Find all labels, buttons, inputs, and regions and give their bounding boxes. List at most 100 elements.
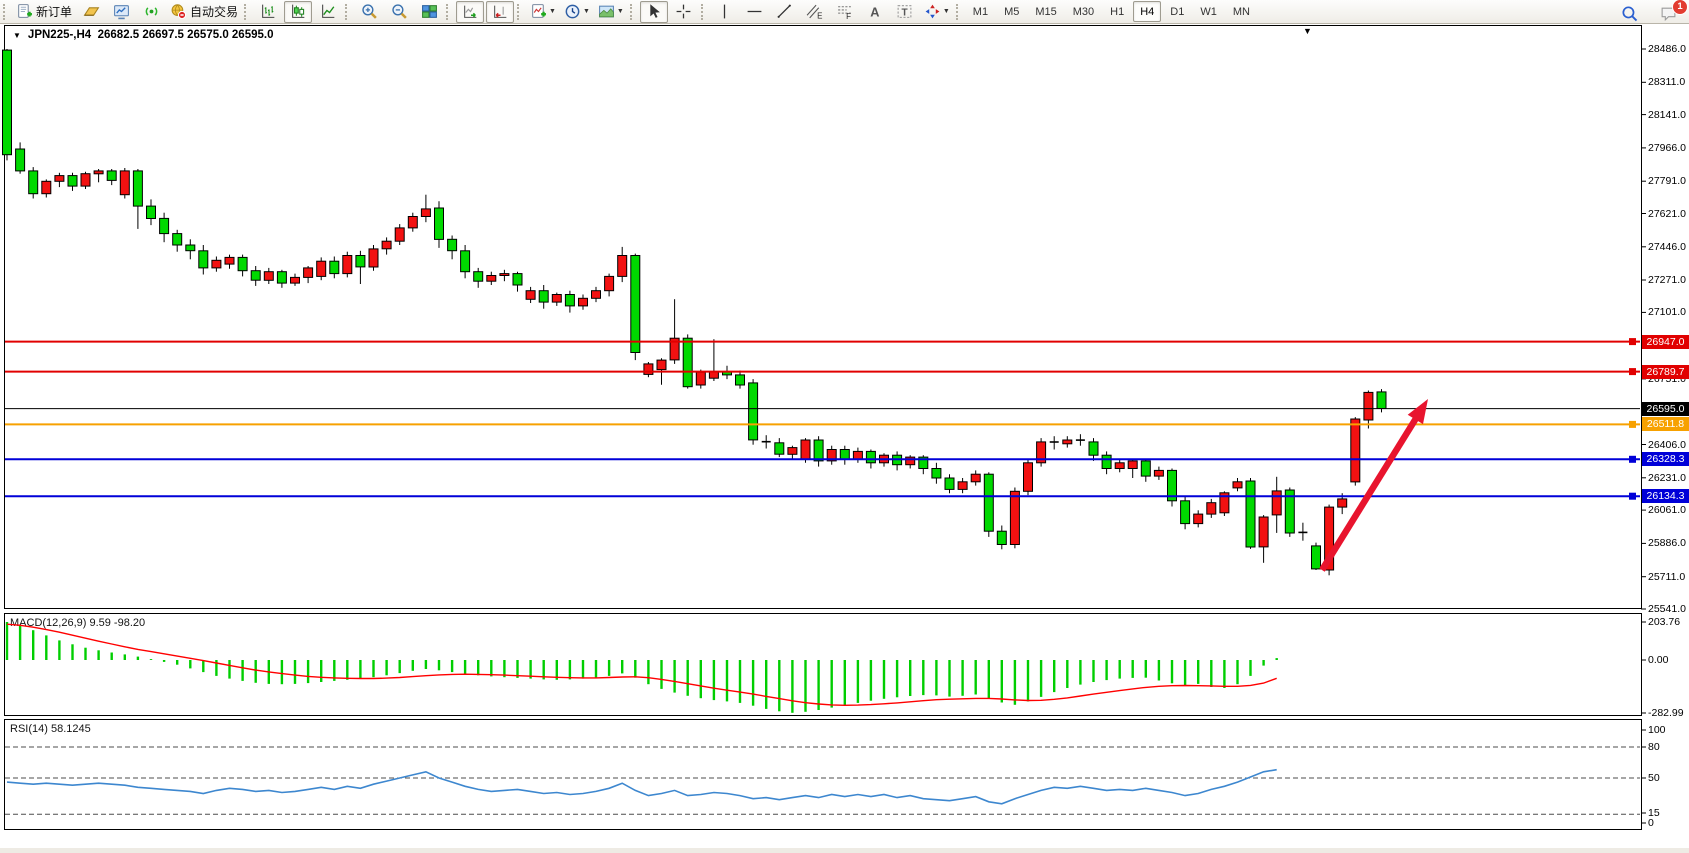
search-icon [1621, 5, 1638, 22]
price-axis-label: 26406.0 [1648, 438, 1686, 451]
zoom-out-icon [391, 3, 408, 20]
timeframe-group: M1 M5 M15 M30 H1 H4 D1 W1 MN [965, 0, 1258, 24]
toolbar-right: 1 [1614, 0, 1688, 24]
text-label-icon: T [896, 3, 913, 20]
price-line-badge: 26595.0 [1642, 401, 1689, 416]
auto-scroll-button[interactable] [456, 0, 485, 23]
new-order-icon [16, 3, 33, 20]
candlestick-mode-icon [290, 3, 307, 20]
chart-menu-icon[interactable]: ▼ [13, 31, 21, 40]
macd-panel[interactable]: MACD(12,26,9) 9.59 -98.20 [4, 613, 1642, 716]
price-line-badge[interactable]: 26134.3 [1642, 489, 1689, 504]
main-chart-panel[interactable]: ▼ JPN225-,H4 26682.5 26697.5 26575.0 2659… [4, 25, 1642, 609]
bar-chart-mode-icon [260, 3, 277, 20]
rsi-axis-label: 50 [1648, 772, 1660, 784]
svg-text:F: F [846, 12, 851, 20]
zoom-in-button[interactable] [355, 1, 383, 23]
signals-icon [143, 3, 160, 20]
price-line-badge[interactable]: 26511.8 [1642, 417, 1689, 432]
svg-text:T: T [902, 8, 909, 19]
data-window-button[interactable] [107, 1, 135, 23]
chart-shift-button[interactable] [486, 0, 515, 23]
timeframe-m15-button[interactable]: M15 [1035, 5, 1057, 18]
crosshair-button[interactable] [670, 1, 698, 23]
trend-line-button[interactable] [771, 1, 799, 23]
text-label-button[interactable]: T [891, 1, 919, 23]
equidistant-channel-button[interactable]: E [801, 1, 829, 23]
price-axis-label: 28486.0 [1648, 43, 1686, 55]
line-chart-mode-button[interactable] [314, 1, 342, 23]
text-icon: A [866, 3, 883, 20]
price-axis-label: 28141.0 [1648, 108, 1686, 121]
price-axis-label: 27791.0 [1648, 175, 1686, 188]
rsi-axis-label: 15 [1648, 807, 1660, 819]
price-line-badge[interactable]: 26947.0 [1642, 334, 1689, 349]
tile-windows-button[interactable] [415, 1, 443, 23]
timeframe-m30-button[interactable]: M30 [1072, 5, 1095, 18]
chevron-down-icon[interactable]: ▼ [549, 8, 556, 15]
chevron-down-icon[interactable]: ▼ [616, 8, 624, 15]
price-axis-label: 25711.0 [1648, 570, 1686, 583]
auto-scroll-icon [462, 3, 479, 20]
candlestick-mode-button[interactable] [284, 0, 313, 23]
toolbar-grip [955, 3, 962, 20]
time-axis[interactable] [0, 830, 1689, 848]
notifications-button[interactable]: 1 [1654, 0, 1688, 24]
price-line-badge[interactable]: 26789.7 [1642, 364, 1689, 379]
timeframe-d1-button[interactable]: D1 [1170, 5, 1185, 18]
price-axis-label: 26231.0 [1648, 471, 1686, 484]
arrows-button[interactable]: ▼ [921, 1, 953, 23]
timeframe-mn-button[interactable]: MN [1232, 5, 1250, 18]
timeframe-m1-button[interactable]: M1 [972, 5, 989, 18]
horizontal-line-button[interactable] [741, 1, 769, 23]
timeframe-w1-button[interactable]: W1 [1200, 5, 1217, 18]
price-axis-label: 27271.0 [1648, 274, 1686, 286]
templates-button[interactable]: ▼ [595, 1, 627, 23]
timeframe-h1-button[interactable]: H1 [1110, 5, 1125, 18]
indicators-button[interactable]: ▼ [527, 1, 559, 23]
equidistant-channel-icon: E [806, 3, 823, 20]
line-chart-mode-icon [320, 3, 337, 20]
price-axis-label: 27101.0 [1648, 306, 1686, 319]
toolbar-grip [517, 3, 523, 20]
rsi-panel[interactable]: RSI(14) 58.1245 [4, 719, 1642, 830]
signals-button[interactable] [137, 1, 165, 23]
periods-icon [564, 3, 581, 20]
toolbar: 新订单 自动交易 ▼ ▼ ▼ E F A T ▼ M1 M5 M15 M30 H1 H4 D1 W1 MN 1 [0, 0, 1689, 24]
chart-shift-icon [492, 3, 509, 20]
macd-axis-label: -282.99 [1648, 707, 1684, 719]
market-watch-button[interactable] [77, 1, 105, 23]
periods-button[interactable]: ▼ [561, 1, 593, 23]
price-axis-label: 27966.0 [1648, 141, 1686, 154]
search-button[interactable] [1615, 2, 1643, 24]
toolbar-grip [345, 3, 351, 20]
chevron-down-icon[interactable]: ▼ [582, 8, 590, 15]
text-button[interactable]: A [861, 1, 889, 23]
macd-axis-label: 203.76 [1648, 616, 1681, 628]
toolbar-grip [446, 3, 452, 20]
toolbar-grip [244, 3, 250, 20]
fibonacci-button[interactable]: F [831, 1, 859, 23]
svg-text:A: A [871, 4, 880, 19]
auto-trading-icon [170, 3, 187, 20]
data-window-icon [113, 3, 130, 20]
macd-label: MACD(12,26,9) 9.59 -98.20 [10, 617, 146, 629]
auto-trading-label: 自动交易 [190, 5, 239, 19]
toolbar-grip [629, 3, 636, 20]
vertical-line-button[interactable] [711, 1, 739, 23]
price-axis-label: 25886.0 [1648, 537, 1686, 550]
auto-trading-button[interactable]: 自动交易 [167, 1, 241, 23]
horizontal-line-icon [746, 3, 763, 20]
cursor-button[interactable] [639, 0, 668, 23]
rsi-label: RSI(14) 58.1245 [10, 723, 91, 735]
new-order-button[interactable]: 新订单 [13, 1, 75, 23]
zoom-out-button[interactable] [385, 1, 413, 23]
chevron-down-icon[interactable]: ▼ [942, 8, 950, 15]
timeframe-h4-button[interactable]: H4 [1133, 1, 1162, 22]
tile-windows-icon [421, 3, 438, 20]
timeframe-m5-button[interactable]: M5 [1004, 5, 1020, 18]
bar-chart-mode-button[interactable] [254, 1, 282, 23]
chart-title: ▼ JPN225-,H4 26682.5 26697.5 26575.0 2659… [13, 29, 273, 41]
toolbar-grip [3, 3, 9, 20]
price-line-badge[interactable]: 26328.3 [1642, 452, 1689, 467]
